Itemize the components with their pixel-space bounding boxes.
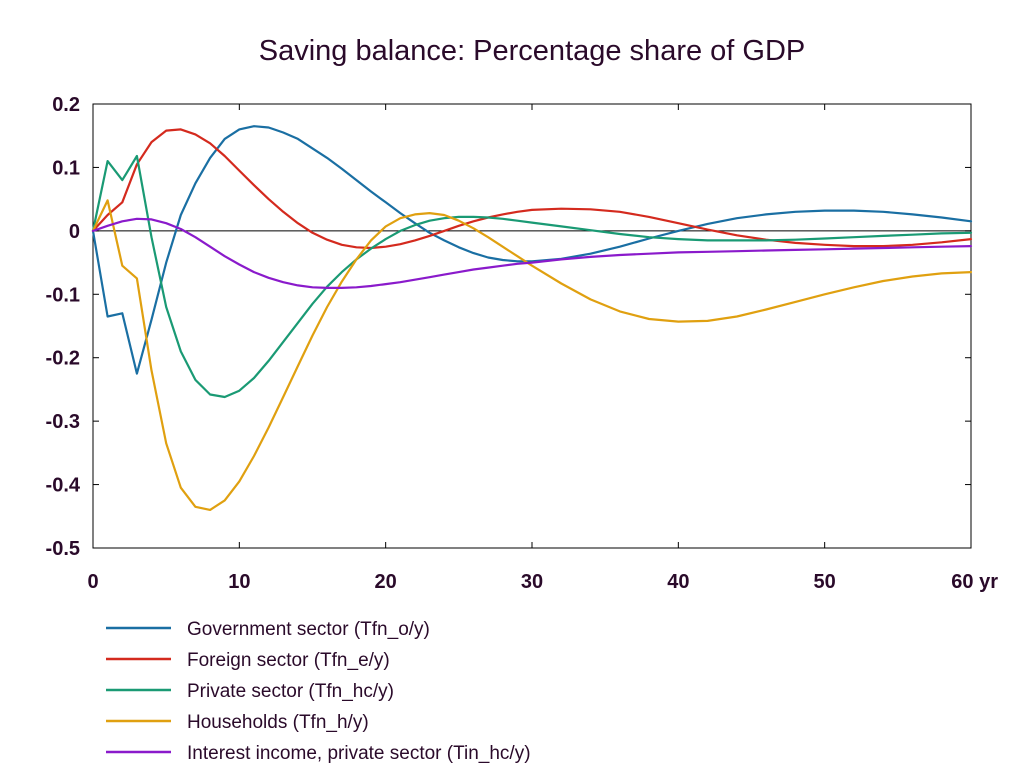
- legend-label-3: Households (Tfn_h/y): [187, 712, 369, 733]
- x-tick-label: 50: [814, 571, 836, 593]
- legend-label-4: Interest income, private sector (Tin_hc/…: [187, 743, 531, 764]
- y-tick-label: -0.3: [46, 411, 80, 433]
- x-tick-label: 0: [87, 571, 98, 593]
- x-tick-label: 30: [521, 571, 543, 593]
- x-tick-label: 40: [667, 571, 689, 593]
- legend-label-0: Government sector (Tfn_o/y): [187, 619, 430, 640]
- y-tick-label: 0: [69, 221, 80, 243]
- legend-label-2: Private sector (Tfn_hc/y): [187, 681, 394, 702]
- series-line-4: [91, 217, 973, 289]
- series-line-3: [91, 199, 973, 511]
- chart-title: Saving balance: Percentage share of GDP: [259, 35, 806, 67]
- series-line-0: [91, 125, 973, 375]
- series-line-1: [91, 128, 973, 250]
- y-tick-label: 0.2: [52, 94, 80, 116]
- y-tick-label: -0.4: [46, 475, 81, 497]
- x-tick-label: 60 yr: [951, 571, 998, 593]
- y-tick-label: 0.1: [52, 157, 80, 179]
- series-line-2: [91, 154, 973, 399]
- x-tick-label: 10: [228, 571, 250, 593]
- plot-frame: [92, 103, 972, 549]
- y-tick-label: -0.5: [46, 538, 80, 560]
- y-tick-label: -0.2: [46, 348, 80, 370]
- y-tick-label: -0.1: [46, 284, 80, 306]
- legend-label-1: Foreign sector (Tfn_e/y): [187, 650, 390, 671]
- x-tick-label: 20: [375, 571, 397, 593]
